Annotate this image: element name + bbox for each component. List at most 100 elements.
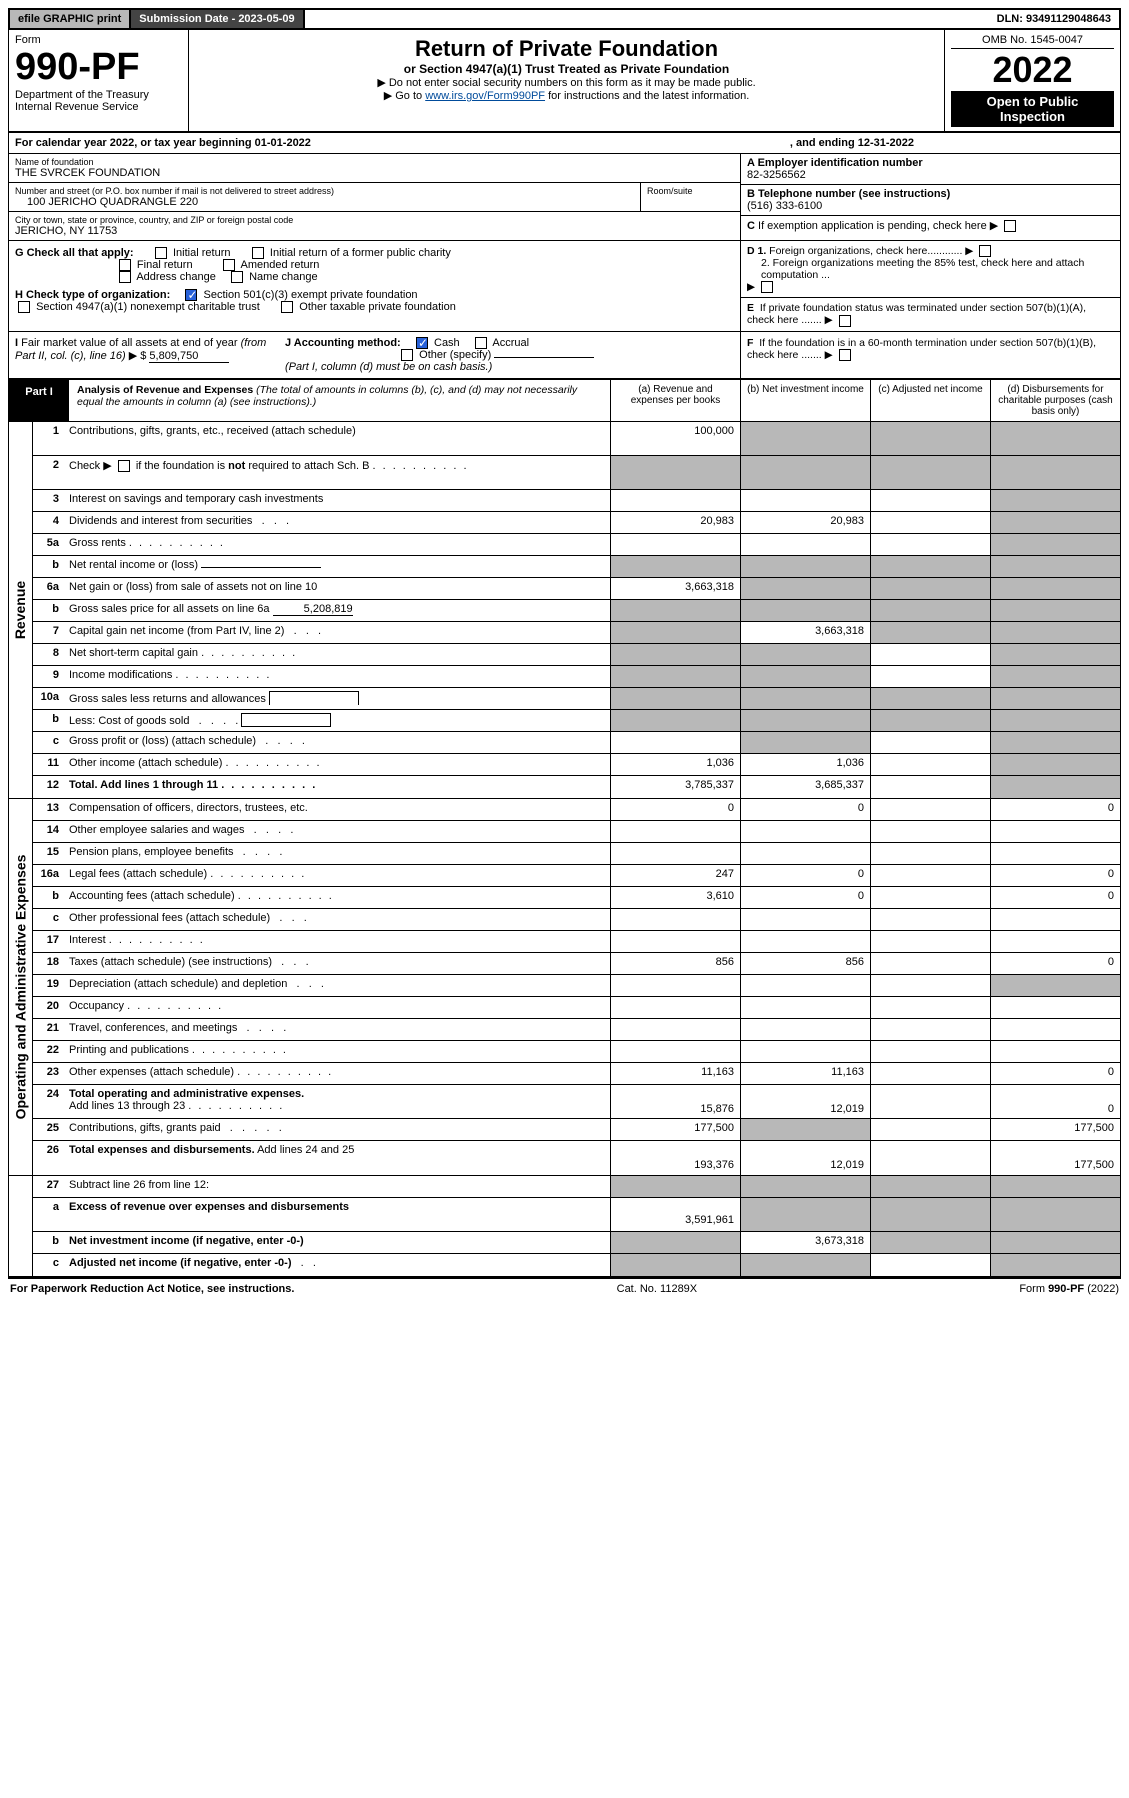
line-16b-col-d: 0 (990, 887, 1120, 908)
line-5a: 5a Gross rents (33, 534, 1120, 556)
page-footer: For Paperwork Reduction Act Notice, see … (8, 1277, 1121, 1299)
other-method-checkbox[interactable] (401, 349, 413, 361)
line-5b: b Net rental income or (loss) (33, 556, 1120, 578)
line-13-col-d: 0 (990, 799, 1120, 820)
instructions-link[interactable]: www.irs.gov/Form990PF (425, 90, 545, 102)
form-id-footer: Form 990-PF (2022) (1019, 1283, 1119, 1295)
part1-header: Part I Analysis of Revenue and Expenses … (8, 379, 1121, 422)
line-4: 4 Dividends and interest from securities… (33, 512, 1120, 534)
phone-label: B Telephone number (see instructions) (747, 188, 1114, 200)
sch-b-checkbox[interactable] (118, 460, 130, 472)
line-10c: c Gross profit or (loss) (attach schedul… (33, 732, 1120, 754)
line-24-col-d: 0 (990, 1085, 1120, 1118)
efile-print-button[interactable]: efile GRAPHIC print (10, 10, 131, 28)
line-10b: b Less: Cost of goods sold . . . . (33, 710, 1120, 732)
line-1-col-b (740, 422, 870, 455)
line-13-col-a: 0 (610, 799, 740, 820)
form-number: 990-PF (15, 46, 182, 89)
expenses-section: Operating and Administrative Expenses 13… (8, 799, 1121, 1176)
top-bar: efile GRAPHIC print Submission Date - 20… (8, 8, 1121, 30)
cat-number: Cat. No. 11289X (294, 1283, 1019, 1295)
initial-return-former-checkbox[interactable] (252, 247, 264, 259)
line-12-col-a: 3,785,337 (610, 776, 740, 798)
accrual-label: Accrual (492, 337, 529, 349)
accrual-checkbox[interactable] (475, 337, 487, 349)
line-11-col-b: 1,036 (740, 754, 870, 775)
line-25-col-a: 177,500 (610, 1119, 740, 1140)
4947a1-label: Section 4947(a)(1) nonexempt charitable … (36, 301, 260, 313)
cash-checkbox[interactable] (416, 337, 428, 349)
form-title: Return of Private Foundation (195, 36, 938, 62)
line-10a: 10a Gross sales less returns and allowan… (33, 688, 1120, 710)
initial-return-label: Initial return (173, 247, 230, 259)
foundation-name-label: Name of foundation (15, 157, 734, 167)
line-11-col-a: 1,036 (610, 754, 740, 775)
fmv-value: 5,809,750 (149, 350, 229, 363)
initial-return-checkbox[interactable] (155, 247, 167, 259)
amended-return-checkbox[interactable] (223, 259, 235, 271)
amended-return-label: Amended return (241, 259, 320, 271)
line-16a-col-d: 0 (990, 865, 1120, 886)
name-change-label: Name change (249, 271, 318, 283)
line-6a: 6a Net gain or (loss) from sale of asset… (33, 578, 1120, 600)
line-1: 1 Contributions, gifts, grants, etc., re… (33, 422, 1120, 456)
form-header: Form 990-PF Department of the Treasury I… (8, 30, 1121, 131)
other-taxable-checkbox[interactable] (281, 301, 293, 313)
exemption-pending-checkbox[interactable] (1004, 220, 1016, 232)
line-2: 2 Check ▶ if the foundation is not requi… (33, 456, 1120, 490)
line-27-section: 27 Subtract line 26 from line 12: a Exce… (8, 1176, 1121, 1277)
line-16b-col-b: 0 (740, 887, 870, 908)
g-label: G Check all that apply: (15, 247, 134, 259)
line-18-col-d: 0 (990, 953, 1120, 974)
line-6a-col-a: 3,663,318 (610, 578, 740, 599)
part1-title: Analysis of Revenue and Expenses (77, 384, 253, 396)
line-13-col-b: 0 (740, 799, 870, 820)
line-7-col-b: 3,663,318 (740, 622, 870, 643)
f-checkbox[interactable] (839, 349, 851, 361)
line-19: 19 Depreciation (attach schedule) and de… (33, 975, 1120, 997)
line-24: 24 Total operating and administrative ex… (33, 1085, 1120, 1119)
address-change-checkbox[interactable] (119, 271, 131, 283)
line-14: 14 Other employee salaries and wages . .… (33, 821, 1120, 843)
d2-checkbox[interactable] (761, 281, 773, 293)
expenses-side-label: Operating and Administrative Expenses (9, 799, 33, 1175)
phone-value: (516) 333-6100 (747, 200, 1114, 212)
line-4-col-b: 20,983 (740, 512, 870, 533)
final-return-checkbox[interactable] (119, 259, 131, 271)
form-subtitle: or Section 4947(a)(1) Trust Treated as P… (195, 62, 938, 76)
line-27a-col-a: 3,591,961 (610, 1198, 740, 1231)
line-16b-col-a: 3,610 (610, 887, 740, 908)
line-1-col-a: 100,000 (610, 422, 740, 455)
line-18-col-b: 856 (740, 953, 870, 974)
4947a1-checkbox[interactable] (18, 301, 30, 313)
f-label: F If the foundation is in a 60-month ter… (747, 337, 1096, 361)
d1-checkbox[interactable] (979, 245, 991, 257)
e-checkbox[interactable] (839, 315, 851, 327)
d1-label: D 1. Foreign organizations, check here..… (747, 245, 962, 257)
omb-number: OMB No. 1545-0047 (951, 34, 1114, 49)
501c3-checkbox[interactable] (185, 289, 197, 301)
submission-date-label: Submission Date - 2023-05-09 (131, 10, 304, 28)
line-20: 20 Occupancy (33, 997, 1120, 1019)
line-17: 17 Interest (33, 931, 1120, 953)
name-change-checkbox[interactable] (231, 271, 243, 283)
exemption-pending-label: C If exemption application is pending, c… (747, 220, 987, 232)
line-1-col-c (870, 422, 990, 455)
line-7: 7 Capital gain net income (from Part IV,… (33, 622, 1120, 644)
line-26-col-d: 177,500 (990, 1141, 1120, 1175)
line-26-col-b: 12,019 (740, 1141, 870, 1175)
dln-label: DLN: 93491129048643 (989, 10, 1119, 28)
address-change-label: Address change (136, 271, 216, 283)
line-16b: b Accounting fees (attach schedule) 3,61… (33, 887, 1120, 909)
col-d-header: (d) Disbursements for charitable purpose… (990, 380, 1120, 421)
form-word: Form (15, 34, 182, 46)
address-value: 100 JERICHO QUADRANGLE 220 (15, 196, 634, 208)
city-label: City or town, state or province, country… (15, 215, 734, 225)
address-label: Number and street (or P.O. box number if… (15, 186, 634, 196)
ein-label: A Employer identification number (747, 157, 1114, 169)
line-27: 27 Subtract line 26 from line 12: (33, 1176, 1120, 1198)
line-25-col-d: 177,500 (990, 1119, 1120, 1140)
line-26: 26 Total expenses and disbursements. Add… (33, 1141, 1120, 1175)
line-23-col-d: 0 (990, 1063, 1120, 1084)
dept-label: Department of the Treasury (15, 89, 182, 101)
